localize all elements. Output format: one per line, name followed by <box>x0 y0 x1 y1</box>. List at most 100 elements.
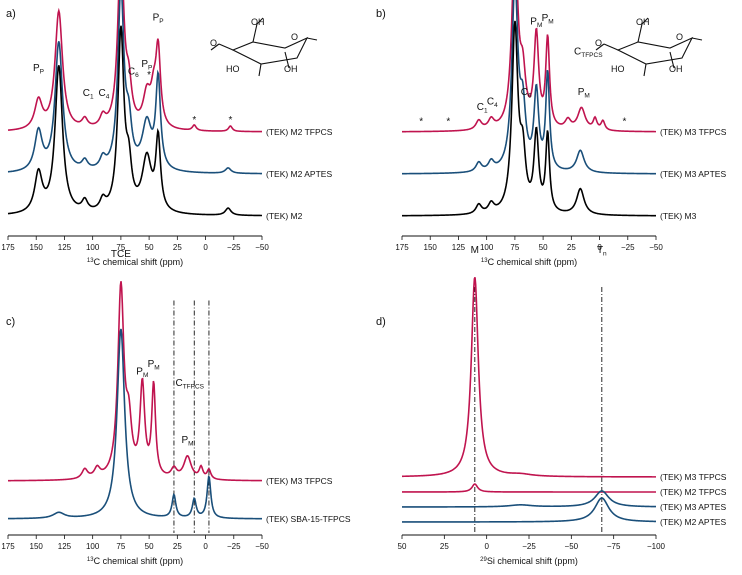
x-tick-label: 50 <box>145 542 154 551</box>
panel-4: 50 25 0 −25 −50 −75 −100 29Si chemical shift (p… <box>398 245 727 566</box>
peak-annotation: TCE <box>111 249 131 260</box>
panel-a-label: a) <box>6 8 16 20</box>
x-tick-label: 25 <box>440 542 449 551</box>
x-tick-label: 0 <box>203 542 208 551</box>
series-line <box>7 0 263 175</box>
glucose-structure-b <box>595 17 703 77</box>
series-line <box>7 0 262 133</box>
x-tick-label: 125 <box>58 542 72 551</box>
glucose-structure-a <box>210 17 318 77</box>
series-label: (TEK) M2 TFPCS <box>266 127 333 137</box>
peak-annotation: * <box>228 115 232 126</box>
x-tick-label: −75 <box>607 542 621 551</box>
series-line <box>402 0 656 133</box>
x-tick-label: −25 <box>227 542 241 551</box>
peak-annotation: * <box>622 117 626 128</box>
x-tick-label: 150 <box>424 243 438 252</box>
x-tick-label: 75 <box>116 542 125 551</box>
struct-a-o-ring: O <box>291 32 298 42</box>
x-tick-label: 150 <box>30 243 44 252</box>
series-label: (TEK) M3 <box>660 211 697 221</box>
peak-annotation: * <box>147 70 151 81</box>
x-axis-label: 13C chemical shift (ppm) <box>87 556 183 566</box>
series-line <box>402 490 657 508</box>
peak-annotation: PM <box>148 359 160 372</box>
peak-annotation: M <box>471 245 479 256</box>
x-tick-label: 175 <box>1 243 15 252</box>
x-tick-label: 50 <box>398 542 407 551</box>
peak-annotation: C4 <box>99 88 110 101</box>
x-tick-label: 25 <box>173 243 182 252</box>
x-tick-label: −50 <box>649 243 663 252</box>
panel-c-label: c) <box>6 316 15 328</box>
peak-annotation: * <box>446 117 450 128</box>
struct-b-ho: HO <box>611 64 625 74</box>
struct-b-o-ring: O <box>676 32 683 42</box>
struct-b-oh-bottom: OH <box>669 64 683 74</box>
x-tick-label: 100 <box>86 243 100 252</box>
peak-annotation: PP <box>153 12 164 25</box>
x-tick-label: −50 <box>255 542 269 551</box>
x-tick-label: 50 <box>145 243 154 252</box>
series-line <box>401 277 656 478</box>
x-tick-label: 100 <box>86 542 100 551</box>
peak-annotation: C1 <box>83 88 94 101</box>
x-tick-label: 150 <box>30 542 44 551</box>
series-label: (TEK) M3 APTES <box>660 169 726 179</box>
x-tick-label: 100 <box>480 243 494 252</box>
x-axis-label: 13C chemical shift (ppm) <box>481 257 577 267</box>
x-tick-label: 125 <box>58 243 72 252</box>
x-tick-label: 25 <box>567 243 576 252</box>
peak-annotation: CTFPCS <box>574 46 603 59</box>
peak-annotation: Tn <box>597 245 607 258</box>
series-line <box>402 0 656 175</box>
x-tick-label: 0 <box>597 243 602 252</box>
struct-b-o-left: O <box>595 38 602 48</box>
struct-b-oh-top: OH <box>636 17 650 27</box>
x-tick-label: 75 <box>116 243 125 252</box>
series-line <box>402 483 656 493</box>
peak-annotation: C6 <box>521 87 532 100</box>
peak-annotation: PM <box>181 435 193 448</box>
x-axis-label: 13C chemical shift (ppm) <box>87 257 183 267</box>
x-tick-label: 0 <box>203 243 208 252</box>
series-label: (TEK) M2 APTES <box>660 517 726 527</box>
x-tick-label: −25 <box>621 243 635 252</box>
series-label: (TEK) M3 APTES <box>660 502 726 512</box>
peak-annotation: PM <box>542 13 554 26</box>
series-line <box>7 25 262 217</box>
panel-b-label: b) <box>376 8 386 20</box>
panel-d-label: d) <box>376 316 386 328</box>
struct-a-oh-top: OH <box>251 17 265 27</box>
panel-3: 175 150 125 100 75 50 25 0 −25 −50 13C chemical sh… <box>1 249 351 566</box>
series-label: (TEK) M2 <box>266 211 303 221</box>
x-tick-label: 175 <box>1 542 15 551</box>
struct-a-oh-bottom: OH <box>284 64 298 74</box>
x-tick-label: 175 <box>395 243 409 252</box>
peak-annotation: PP <box>33 63 44 76</box>
series-label: (TEK) M3 TFPCS <box>660 127 727 137</box>
series-label: (TEK) M2 APTES <box>266 169 332 179</box>
series-line <box>8 281 263 482</box>
series-line <box>402 497 657 523</box>
series-label: (TEK) M3 TFPCS <box>660 472 727 482</box>
x-tick-label: −25 <box>227 243 241 252</box>
x-tick-label: 25 <box>173 542 182 551</box>
x-tick-label: −25 <box>522 542 536 551</box>
x-tick-label: 0 <box>484 542 489 551</box>
x-axis-label: 29Si chemical shift (ppm) <box>480 556 578 566</box>
x-tick-label: −50 <box>565 542 579 551</box>
series-line <box>402 20 656 217</box>
peak-annotation: * <box>192 115 196 126</box>
struct-a-o-left: O <box>210 38 217 48</box>
peak-annotation: * <box>419 117 423 128</box>
x-tick-label: 125 <box>452 243 466 252</box>
peak-annotation: PM <box>136 367 148 380</box>
peak-annotation: C6 <box>128 66 139 79</box>
series-label: (TEK) M2 TFPCS <box>660 487 727 497</box>
x-tick-label: 50 <box>539 243 548 252</box>
panel-1: 175 150 125 100 75 50 25 0 −25 −50 13C chemical sh… <box>1 0 333 267</box>
peak-annotation: C4 <box>487 96 498 109</box>
peak-annotation: PP <box>141 59 152 72</box>
